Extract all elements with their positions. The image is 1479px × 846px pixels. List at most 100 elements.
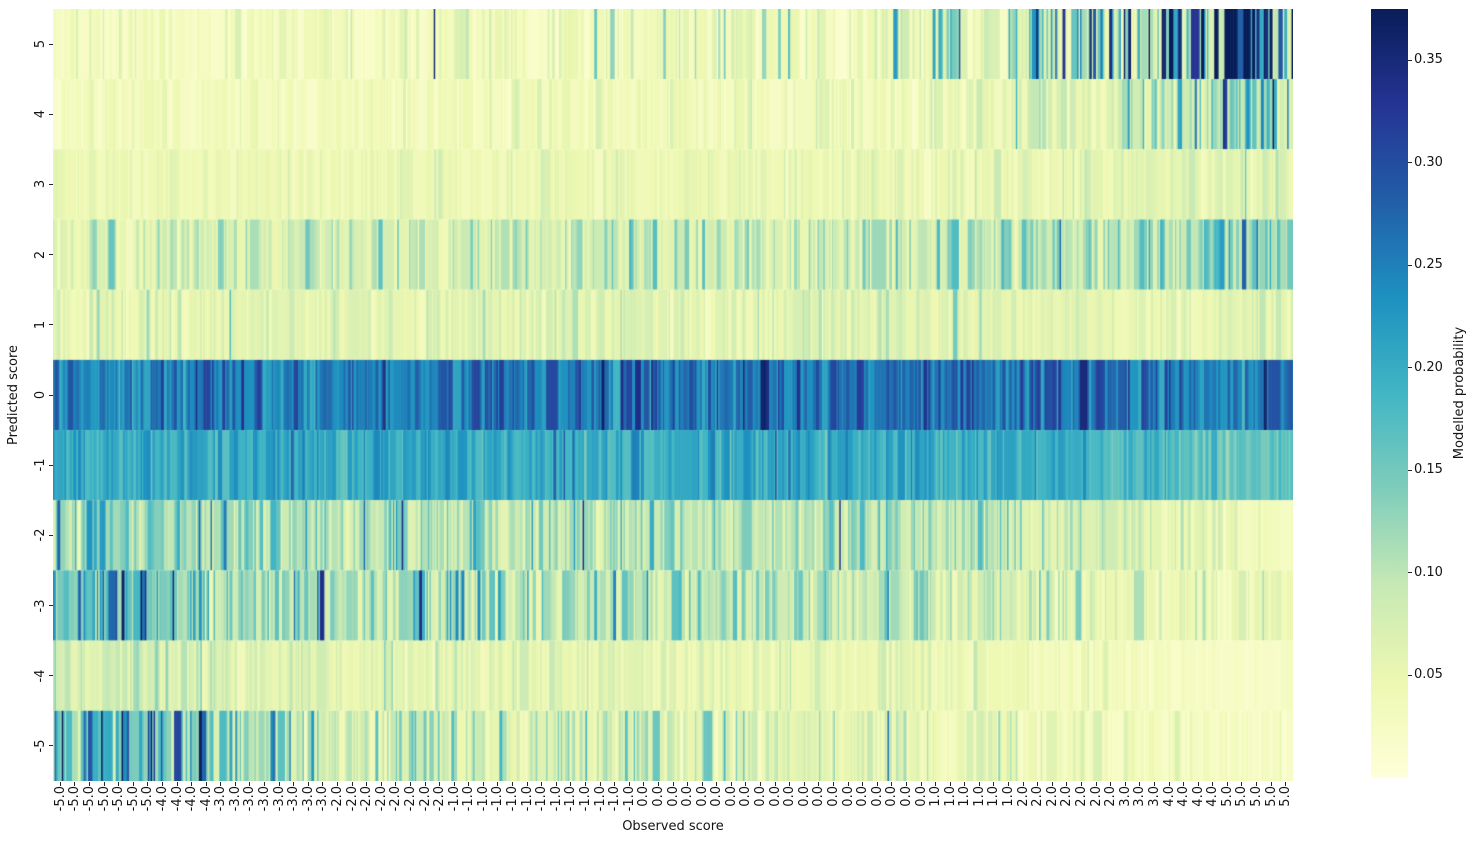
colorbar-tick-mark xyxy=(1408,469,1412,471)
x-tick-mark xyxy=(964,782,966,786)
x-tick-label: 0.0 xyxy=(665,786,681,807)
x-tick-mark xyxy=(628,782,630,786)
x-tick-mark xyxy=(716,782,718,786)
x-tick-label: -1.0 xyxy=(592,786,608,812)
x-tick-mark xyxy=(730,782,732,786)
x-tick-label: -1.0 xyxy=(519,786,535,812)
x-tick-mark xyxy=(278,782,280,786)
x-tick-label: -1.0 xyxy=(461,786,477,812)
x-tick-label: -1.0 xyxy=(505,786,521,812)
x-tick-label: 1.0 xyxy=(957,786,973,807)
x-tick-mark xyxy=(161,782,163,786)
x-tick-mark xyxy=(1037,782,1039,786)
x-tick-label: 2.0 xyxy=(1015,786,1031,807)
x-tick-label: 4.0 xyxy=(1161,786,1177,807)
x-tick-mark xyxy=(147,782,149,786)
x-tick-mark xyxy=(293,782,295,786)
x-tick-label: 0.0 xyxy=(694,786,710,807)
x-tick-label: 2.0 xyxy=(1103,786,1119,807)
x-tick-label: -4.0 xyxy=(198,786,214,812)
x-tick-mark xyxy=(584,782,586,786)
colorbar-tick-mark xyxy=(1408,367,1412,369)
x-tick-mark xyxy=(1124,782,1126,786)
y-tick-label: -5 xyxy=(33,739,48,753)
y-tick-label: -2 xyxy=(33,528,48,542)
x-tick-mark xyxy=(1095,782,1097,786)
colorbar-tick-label: 0.05 xyxy=(1414,667,1443,683)
x-tick-label: -1.0 xyxy=(607,786,623,812)
x-tick-label: -5.0 xyxy=(140,786,156,812)
x-tick-mark xyxy=(220,782,222,786)
x-tick-label: 0.0 xyxy=(825,786,841,807)
x-tick-label: -1.0 xyxy=(621,786,637,812)
x-tick-mark xyxy=(541,782,543,786)
x-tick-label: 2.0 xyxy=(1030,786,1046,807)
x-tick-mark xyxy=(1270,782,1272,786)
x-tick-label: 2.0 xyxy=(1059,786,1075,807)
x-tick-mark xyxy=(687,782,689,786)
x-tick-label: 2.0 xyxy=(1088,786,1104,807)
colorbar xyxy=(1371,9,1408,778)
y-tick-label: 1 xyxy=(33,320,48,329)
x-tick-mark xyxy=(366,782,368,786)
x-tick-label: 1.0 xyxy=(971,786,987,807)
x-tick-label: -3.0 xyxy=(242,786,258,812)
x-tick-mark xyxy=(132,782,134,786)
x-tick-mark xyxy=(614,782,616,786)
x-tick-label: 0.0 xyxy=(796,786,812,807)
x-tick-mark xyxy=(1022,782,1024,786)
x-tick-mark xyxy=(1080,782,1082,786)
x-tick-mark xyxy=(1212,782,1214,786)
x-tick-mark xyxy=(1168,782,1170,786)
y-tick-label: 5 xyxy=(33,39,48,49)
x-tick-label: 0.0 xyxy=(636,786,652,807)
x-tick-mark xyxy=(555,782,557,786)
y-tick-label: 3 xyxy=(33,180,48,189)
x-tick-mark xyxy=(1226,782,1228,786)
x-tick-label: 0.0 xyxy=(855,786,871,807)
x-tick-mark xyxy=(803,782,805,786)
x-tick-mark xyxy=(497,782,499,786)
x-tick-mark xyxy=(862,782,864,786)
y-tick-mark xyxy=(49,113,53,115)
x-tick-mark xyxy=(74,782,76,786)
colorbar-tick-mark xyxy=(1408,59,1412,61)
x-tick-mark xyxy=(1008,782,1010,786)
colorbar-tick-label: 0.30 xyxy=(1414,154,1443,170)
colorbar-tick-mark xyxy=(1408,674,1412,676)
x-tick-mark xyxy=(395,782,397,786)
x-tick-mark xyxy=(439,782,441,786)
x-tick-label: 5.0 xyxy=(1249,786,1265,807)
x-tick-label: -2.0 xyxy=(432,786,448,812)
x-tick-label: 3.0 xyxy=(1146,786,1162,807)
x-tick-mark xyxy=(920,782,922,786)
x-tick-label: 5.0 xyxy=(1219,786,1235,807)
x-tick-mark xyxy=(176,782,178,786)
y-tick-mark xyxy=(49,464,53,466)
x-tick-label: -2.0 xyxy=(402,786,418,812)
x-tick-mark xyxy=(876,782,878,786)
x-tick-label: -3.0 xyxy=(271,786,287,812)
x-tick-mark xyxy=(745,782,747,786)
x-tick-mark xyxy=(264,782,266,786)
x-tick-label: 1.0 xyxy=(986,786,1002,807)
x-tick-label: -3.0 xyxy=(227,786,243,812)
x-tick-label: 0.0 xyxy=(840,786,856,807)
x-tick-mark xyxy=(453,782,455,786)
colorbar-tick-mark xyxy=(1408,572,1412,574)
x-tick-label: -4.0 xyxy=(154,786,170,812)
x-tick-mark xyxy=(949,782,951,786)
x-tick-mark xyxy=(351,782,353,786)
colorbar-tick-mark xyxy=(1408,264,1412,266)
x-tick-label: 1.0 xyxy=(1001,786,1017,807)
x-tick-label: 0.0 xyxy=(782,786,798,807)
x-tick-mark xyxy=(380,782,382,786)
x-tick-label: -4.0 xyxy=(184,786,200,812)
x-tick-label: -2.0 xyxy=(329,786,345,812)
x-axis-label: Observed score xyxy=(622,819,724,834)
x-tick-label: 4.0 xyxy=(1190,786,1206,807)
x-tick-mark xyxy=(205,782,207,786)
x-tick-mark xyxy=(1256,782,1258,786)
x-tick-label: 5.0 xyxy=(1278,786,1294,807)
x-tick-label: 0.0 xyxy=(913,786,929,807)
